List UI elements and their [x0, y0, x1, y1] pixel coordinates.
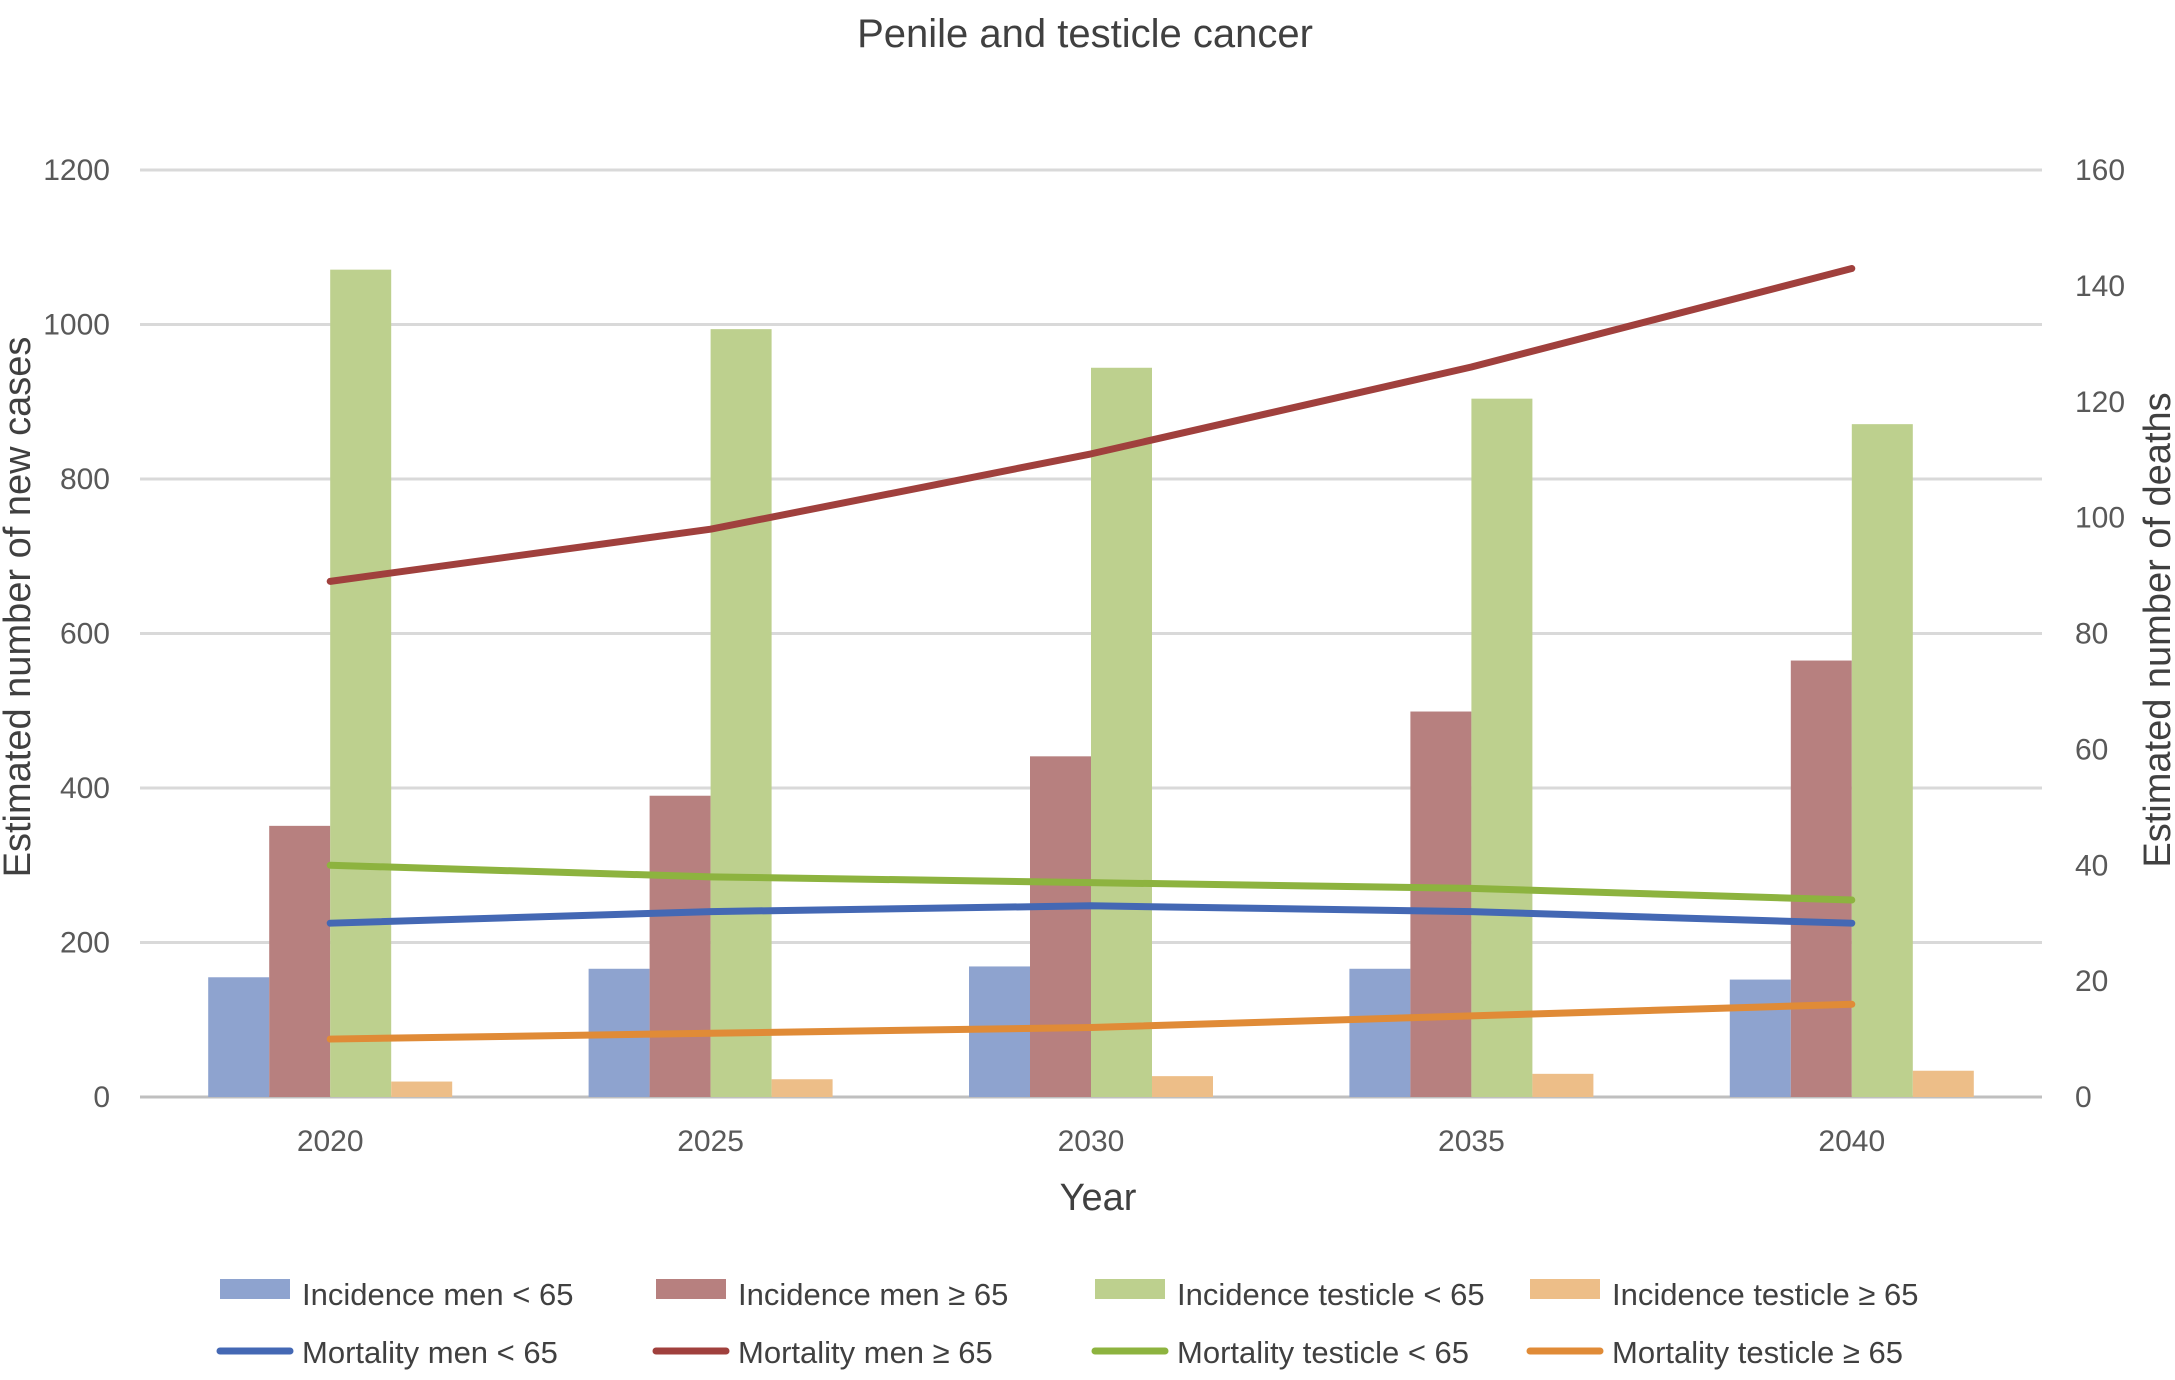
y-right-tick-label: 140	[2075, 270, 2125, 303]
bar-3-4	[1912, 1070, 1974, 1097]
chart-title: Penile and testicle cancer	[857, 12, 1313, 56]
y-right-tick-label: 100	[2075, 502, 2125, 535]
bar-2-4	[1851, 424, 1913, 1098]
bar-0-4	[1729, 979, 1791, 1097]
legend-swatch-bar-0	[220, 1279, 290, 1299]
x-axis-label: Year	[1060, 1177, 1137, 1219]
legend-label: Mortality testicle < 65	[1177, 1335, 1469, 1370]
y-left-tick-label: 600	[60, 618, 110, 651]
y-axis-right-ticks: 0 20 40 60 80 100 120 140 160	[2075, 154, 2125, 1114]
bar-2-3	[1471, 398, 1533, 1097]
bar-2-0	[330, 269, 392, 1098]
y-right-tick-label: 160	[2075, 154, 2125, 187]
bar-1-4	[1790, 660, 1852, 1097]
y-axis-left-ticks: 0 200 400 600 800 1000 1200	[43, 154, 110, 1114]
legend-label: Mortality men ≥ 65	[738, 1335, 993, 1370]
y-axis-left-label: Estimated number of new cases	[0, 337, 39, 878]
bar-1-0	[269, 825, 331, 1097]
legend-swatch-bar-3	[1530, 1279, 1600, 1299]
y-right-tick-label: 0	[2075, 1081, 2092, 1114]
bars	[208, 269, 1974, 1098]
bar-3-1	[771, 1079, 833, 1097]
x-axis-ticks: 2020 2025 2030 2035 2040	[297, 1125, 1885, 1158]
legend-label: Incidence testicle < 65	[1177, 1277, 1485, 1312]
y-left-tick-label: 1200	[43, 154, 110, 187]
x-tick-label: 2035	[1438, 1125, 1505, 1158]
bar-0-0	[208, 977, 270, 1097]
legend-label: Incidence men ≥ 65	[738, 1277, 1008, 1312]
y-axis-right-label: Estimated number of deaths	[2137, 392, 2175, 867]
x-tick-label: 2040	[1818, 1125, 1885, 1158]
x-tick-label: 2025	[677, 1125, 744, 1158]
y-right-tick-label: 60	[2075, 733, 2108, 766]
legend-label: Mortality testicle ≥ 65	[1612, 1335, 1903, 1370]
bar-3-3	[1532, 1073, 1594, 1097]
y-left-tick-label: 1000	[43, 309, 110, 342]
x-tick-label: 2020	[297, 1125, 364, 1158]
y-left-tick-label: 200	[60, 927, 110, 960]
line-series-2	[326, 861, 1856, 904]
y-right-tick-label: 120	[2075, 386, 2125, 419]
legend-label: Mortality men < 65	[302, 1335, 558, 1370]
y-right-tick-label: 80	[2075, 618, 2108, 651]
y-right-tick-label: 40	[2075, 849, 2108, 882]
y-left-tick-label: 800	[60, 463, 110, 496]
bar-3-0	[391, 1081, 453, 1097]
bar-1-2	[1030, 756, 1091, 1097]
bar-0-3	[1349, 968, 1411, 1097]
legend-swatch-bar-2	[1095, 1279, 1165, 1299]
legend: Incidence men < 65 Incidence men ≥ 65 Inci…	[216, 1277, 1919, 1370]
y-left-tick-label: 400	[60, 772, 110, 805]
lines	[326, 264, 1856, 1043]
bar-2-1	[710, 329, 772, 1097]
bar-1-3	[1410, 711, 1472, 1097]
bar-1-1	[649, 795, 711, 1097]
line-series-0	[326, 902, 1856, 927]
line-series-3	[326, 1000, 1856, 1043]
bar-2-2	[1091, 367, 1152, 1097]
legend-swatch-bar-1	[656, 1279, 726, 1299]
bar-3-2	[1152, 1076, 1213, 1097]
y-right-tick-label: 20	[2075, 965, 2108, 998]
x-tick-label: 2030	[1058, 1125, 1125, 1158]
legend-label: Incidence testicle ≥ 65	[1612, 1277, 1919, 1312]
line-series-1	[326, 264, 1856, 585]
legend-label: Incidence men < 65	[302, 1277, 573, 1312]
y-left-tick-label: 0	[93, 1081, 110, 1114]
